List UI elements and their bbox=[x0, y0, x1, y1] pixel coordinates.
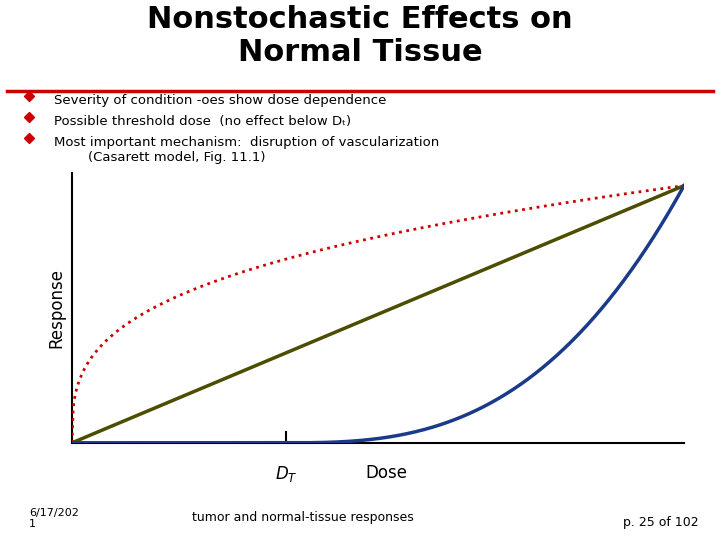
Text: Most important mechanism:  disruption of vascularization
        (Casarett model: Most important mechanism: disruption of … bbox=[54, 136, 439, 164]
Text: p. 25 of 102: p. 25 of 102 bbox=[623, 516, 698, 529]
Text: tumor and normal-tissue responses: tumor and normal-tissue responses bbox=[192, 511, 413, 524]
Text: $D_T$: $D_T$ bbox=[275, 464, 297, 484]
Text: Severity of condition ­oes show dose dependence: Severity of condition ­oes show dose dep… bbox=[54, 94, 387, 107]
Text: Possible threshold dose  (no effect below Dₜ): Possible threshold dose (no effect below… bbox=[54, 115, 351, 128]
Text: Nonstochastic Effects on
Normal Tissue: Nonstochastic Effects on Normal Tissue bbox=[147, 4, 573, 67]
Text: Dose: Dose bbox=[366, 464, 408, 482]
Text: 6/17/202
1: 6/17/202 1 bbox=[29, 508, 78, 529]
Y-axis label: Response: Response bbox=[47, 268, 65, 348]
